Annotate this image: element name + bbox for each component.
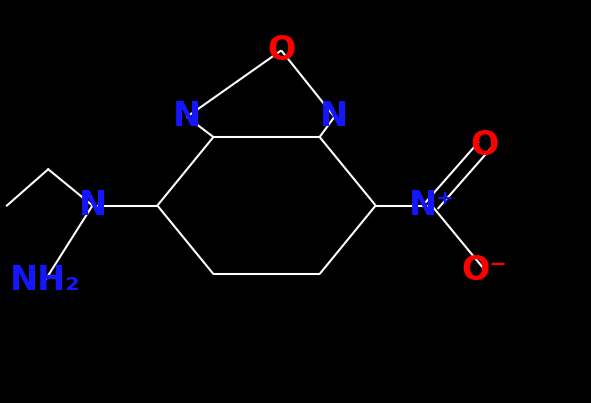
Text: NH₂: NH₂ xyxy=(10,264,80,297)
Text: N: N xyxy=(320,100,349,133)
Text: O: O xyxy=(470,129,499,162)
Text: N⁺: N⁺ xyxy=(409,189,454,222)
Text: N: N xyxy=(173,100,201,133)
Text: O: O xyxy=(267,34,296,67)
Text: N: N xyxy=(79,189,106,222)
Text: O⁻: O⁻ xyxy=(462,253,508,287)
